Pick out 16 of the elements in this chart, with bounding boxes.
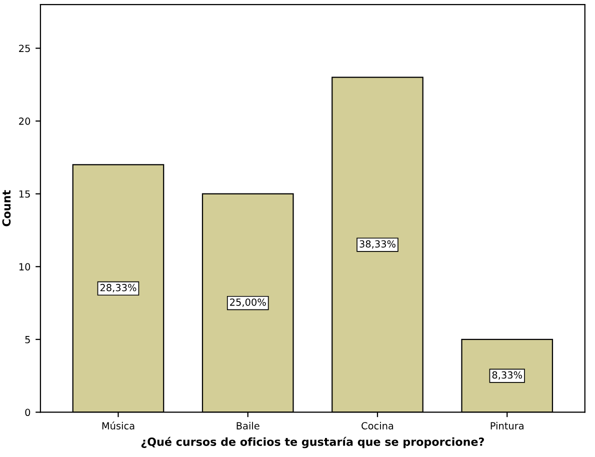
x-tick-label: Música (102, 422, 134, 430)
y-tick-label: 20 (19, 118, 30, 125)
annotation: 8,33% (492, 371, 522, 380)
x-tick-label: Baile (236, 422, 260, 430)
annotation: 25,00% (230, 298, 266, 307)
x-tick-label: Cocina (362, 422, 394, 430)
y-tick-label: 5 (25, 336, 30, 344)
annotation: 28,33% (100, 284, 136, 292)
y-tick-label: 0 (25, 408, 30, 416)
x-axis-title: ¿Qué cursos de oficios te gustaría que se proporcione? (141, 436, 484, 448)
y-axis-title: Count (2, 190, 11, 226)
annotation: 38,33% (360, 240, 396, 249)
y-tick-label: 10 (19, 263, 30, 270)
y-tick-label: 25 (19, 44, 30, 52)
y-tick-label: 15 (19, 190, 30, 198)
x-tick-label: Pintura (490, 422, 524, 430)
